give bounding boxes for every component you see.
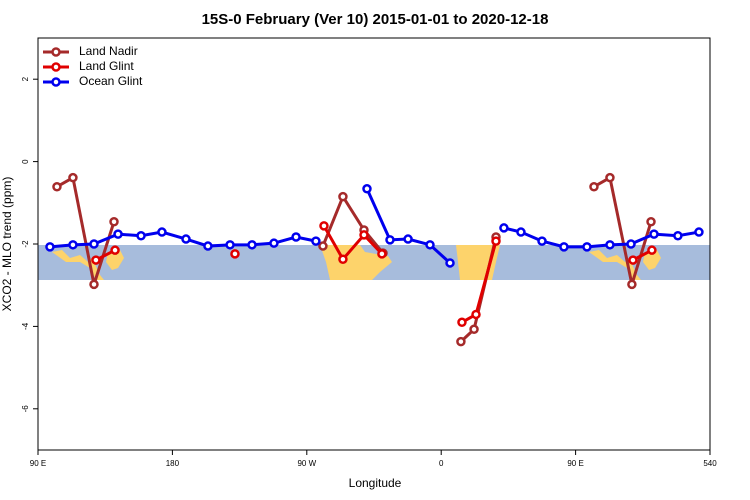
series-line xyxy=(95,225,653,324)
data-point xyxy=(269,238,279,248)
y-tick-label: 2 xyxy=(21,76,30,81)
data-point xyxy=(425,240,435,250)
data-point xyxy=(52,181,62,192)
data-point xyxy=(582,242,592,252)
data-point xyxy=(516,227,526,237)
x-tick-label: 540 xyxy=(703,459,717,468)
legend-marker xyxy=(51,62,61,72)
data-point xyxy=(203,241,213,251)
data-point xyxy=(247,240,257,250)
chart-title: 15S-0 February (Ver 10) 2015-01-01 to 20… xyxy=(202,11,549,28)
data-point xyxy=(225,240,235,250)
x-axis-label: Longitude xyxy=(349,476,402,490)
data-point xyxy=(377,249,387,259)
data-point xyxy=(445,258,455,268)
data-point xyxy=(291,232,301,242)
data-point xyxy=(673,231,683,241)
x-tick-label: 90 W xyxy=(297,459,316,468)
x-tick-label: 0 xyxy=(439,459,444,468)
y-tick-label: -2 xyxy=(21,240,30,248)
data-point xyxy=(230,249,240,259)
data-point xyxy=(338,191,348,202)
data-point xyxy=(68,240,78,250)
data-point xyxy=(89,239,99,249)
data-point xyxy=(627,279,637,290)
data-point xyxy=(559,242,569,252)
data-point xyxy=(471,309,481,320)
data-point xyxy=(403,234,413,244)
data-point xyxy=(589,181,599,192)
map-strip xyxy=(38,245,710,280)
data-point xyxy=(68,172,78,183)
data-point xyxy=(311,236,321,246)
data-point xyxy=(469,324,479,335)
data-point xyxy=(537,236,547,246)
data-point xyxy=(110,245,120,255)
data-point xyxy=(319,221,329,231)
legend-label: Land Nadir xyxy=(79,44,138,58)
y-axis-label: XCO2 - MLO trend (ppm) xyxy=(0,177,14,312)
legend-label: Land Glint xyxy=(79,59,134,73)
data-point xyxy=(181,234,191,244)
data-point xyxy=(109,217,119,227)
data-point xyxy=(647,245,657,255)
y-tick-label: -4 xyxy=(21,322,30,330)
data-point xyxy=(338,254,348,264)
data-point xyxy=(456,336,466,347)
data-point xyxy=(359,230,369,240)
data-point xyxy=(136,231,146,241)
data-point xyxy=(499,223,509,233)
data-point xyxy=(157,227,167,237)
data-point xyxy=(649,229,659,239)
legend-marker xyxy=(51,47,61,57)
data-point xyxy=(45,242,55,252)
data-point xyxy=(89,279,99,290)
x-tick-label: 90 E xyxy=(567,459,583,468)
series-line xyxy=(56,175,653,343)
data-point xyxy=(626,239,636,249)
y-tick-label: 0 xyxy=(21,159,30,164)
data-point xyxy=(646,217,656,227)
data-point xyxy=(628,255,638,265)
data-point xyxy=(318,241,328,251)
data-point xyxy=(385,235,395,245)
y-tick-label: -6 xyxy=(21,405,30,413)
legend-marker xyxy=(51,77,61,87)
legend-label: Ocean Glint xyxy=(79,74,143,88)
x-tick-label: 90 E xyxy=(30,459,46,468)
data-point xyxy=(362,184,372,194)
data-point xyxy=(113,229,123,239)
data-point xyxy=(457,317,467,328)
data-point xyxy=(605,240,615,250)
x-tick-label: 180 xyxy=(166,459,180,468)
data-point xyxy=(491,236,501,246)
data-point xyxy=(694,227,704,237)
data-point xyxy=(91,255,101,265)
data-point xyxy=(605,172,615,183)
